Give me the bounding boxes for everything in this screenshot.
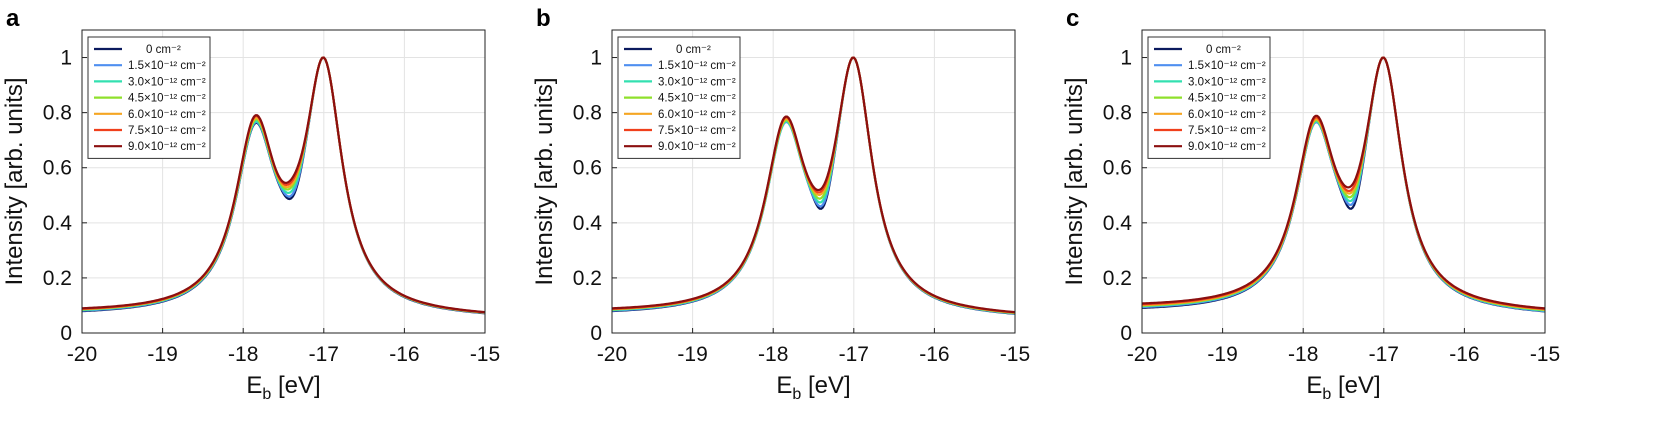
axes-frame: [611, 29, 1016, 334]
x-axis-label: Eb [eV]: [1306, 372, 1380, 403]
legend-entry: 4.5×10⁻¹² cm⁻²: [128, 93, 206, 105]
legend-entry: 0 cm⁻²: [146, 44, 181, 56]
y-tick-label: 1: [1120, 47, 1132, 70]
y-tick-label: 1: [60, 47, 72, 70]
series-line: [81, 56, 486, 314]
x-tick-label: -18: [758, 343, 788, 366]
axes-frame: [81, 29, 486, 334]
y-tick-label: 0.4: [1103, 212, 1133, 235]
x-axis-label: Eb [eV]: [246, 372, 320, 403]
legend-entry: 3.0×10⁻¹² cm⁻²: [128, 76, 206, 88]
x-tick-label: -16: [389, 343, 419, 366]
legend-entry: 0 cm⁻²: [676, 44, 711, 56]
y-tick-label: 0: [590, 322, 602, 345]
x-tick-label: -15: [470, 343, 500, 366]
legend-entry: 4.5×10⁻¹² cm⁻²: [1188, 93, 1266, 105]
y-tick-label: 0: [60, 322, 72, 345]
panel-a: a -20 -19 -18 -17 -16 -15 0 0.2 0.4 0.6 0.8 1 Eb [eV]…: [1, 5, 500, 403]
legend-entry: 1.5×10⁻¹² cm⁻²: [658, 60, 736, 72]
series-line: [1141, 56, 1546, 310]
panel-letter: b: [536, 5, 551, 32]
legend-entry: 7.5×10⁻¹² cm⁻²: [128, 125, 206, 137]
y-tick-label: 0.2: [573, 267, 602, 290]
y-tick-label: 0.8: [573, 102, 602, 125]
panel-letter: a: [6, 5, 20, 32]
legend-entry: 9.0×10⁻¹² cm⁻²: [658, 141, 736, 153]
y-tick-label: 0.2: [1103, 267, 1132, 290]
x-tick-label: -15: [1000, 343, 1030, 366]
y-tick-label: 0.8: [1103, 102, 1132, 125]
legend-entry: 1.5×10⁻¹² cm⁻²: [128, 60, 206, 72]
legend-entry: 9.0×10⁻¹² cm⁻²: [128, 141, 206, 153]
x-tick-label: -17: [309, 343, 339, 366]
y-tick-label: 0.6: [1103, 157, 1132, 180]
legend-entry: 0 cm⁻²: [1206, 44, 1241, 56]
x-tick-label: -15: [1530, 343, 1560, 366]
legend-entry: 7.5×10⁻¹² cm⁻²: [658, 125, 736, 137]
y-tick-label: 0.6: [43, 157, 72, 180]
y-tick-label: 0.4: [43, 212, 73, 235]
legend-entry: 1.5×10⁻¹² cm⁻²: [1188, 60, 1266, 72]
y-axis-label: Intensity [arb. units]: [1061, 77, 1088, 285]
legend-entry: 6.0×10⁻¹² cm⁻²: [1188, 109, 1266, 121]
legend-entry: 3.0×10⁻¹² cm⁻²: [1188, 76, 1266, 88]
y-tick-label: 0.8: [43, 102, 72, 125]
legend-entry: 7.5×10⁻¹² cm⁻²: [1188, 125, 1266, 137]
legend-entry: 4.5×10⁻¹² cm⁻²: [658, 93, 736, 105]
legend-entry: 6.0×10⁻¹² cm⁻²: [658, 109, 736, 121]
y-tick-label: 0: [1120, 322, 1132, 345]
x-tick-label: -20: [597, 343, 627, 366]
x-tick-label: -16: [919, 343, 949, 366]
x-tick-label: -18: [228, 343, 258, 366]
x-tick-label: -20: [67, 343, 97, 366]
legend-box: [87, 36, 211, 159]
x-tick-label: -20: [1127, 343, 1157, 366]
y-axis-label: Intensity [arb. units]: [1, 77, 28, 285]
legend-entry: 9.0×10⁻¹² cm⁻²: [1188, 141, 1266, 153]
series-line: [611, 56, 1016, 314]
legend-entry: 3.0×10⁻¹² cm⁻²: [658, 76, 736, 88]
x-tick-label: -19: [677, 343, 707, 366]
y-tick-label: 0.4: [573, 212, 603, 235]
legend-entry: 6.0×10⁻¹² cm⁻²: [128, 109, 206, 121]
y-axis-label: Intensity [arb. units]: [531, 77, 558, 285]
x-tick-label: -17: [839, 343, 869, 366]
x-tick-label: -19: [1207, 343, 1237, 366]
y-tick-label: 0.2: [43, 267, 72, 290]
x-axis-label: Eb [eV]: [776, 372, 850, 403]
x-tick-label: -16: [1449, 343, 1479, 366]
panel-c: c -20 -19 -18 -17 -16 -15 0 0.2 0.4 0.6 0.8 1 Eb [eV]…: [1061, 5, 1560, 403]
x-tick-label: -18: [1288, 343, 1318, 366]
axes-frame: [1141, 29, 1546, 334]
x-tick-label: -17: [1369, 343, 1399, 366]
x-tick-label: -19: [147, 343, 177, 366]
y-tick-label: 0.6: [573, 157, 602, 180]
panel-b: b -20 -19 -18 -17 -16 -15 0 0.2 0.4 0.6 0.8 1 Eb [eV]…: [531, 5, 1030, 403]
panel-letter: c: [1066, 5, 1079, 32]
y-tick-label: 1: [590, 47, 602, 70]
